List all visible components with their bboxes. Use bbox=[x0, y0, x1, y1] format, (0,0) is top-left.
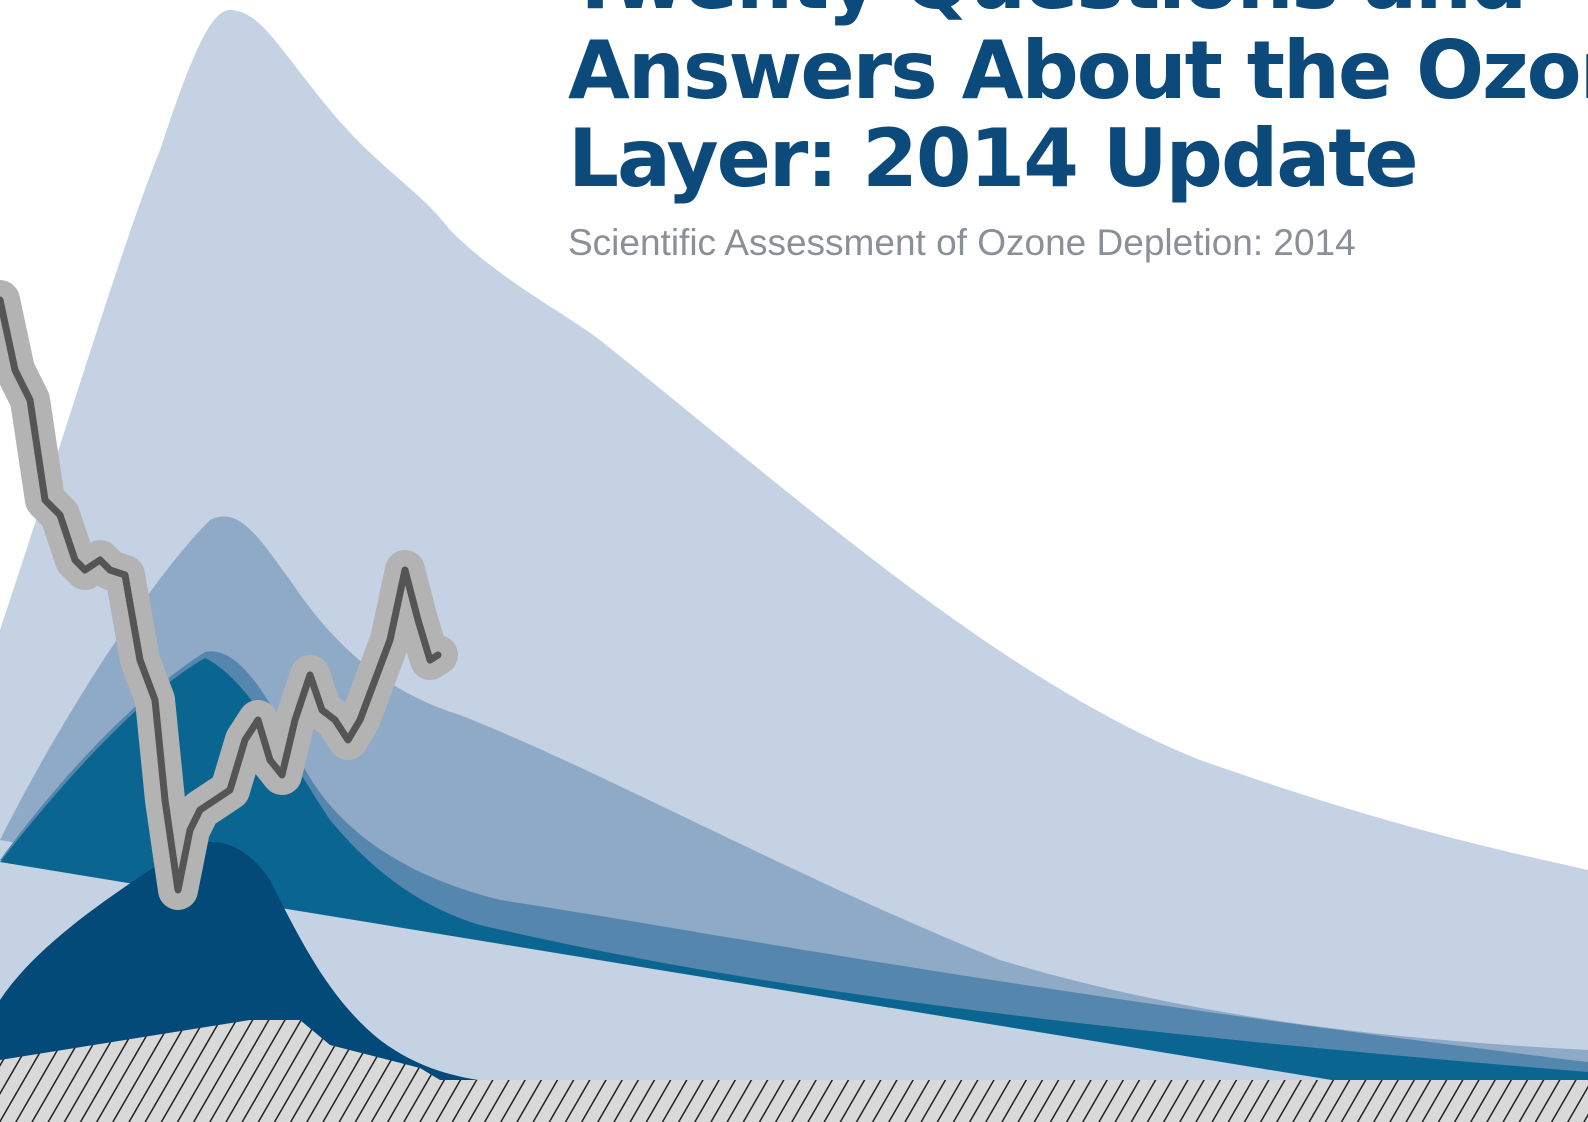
subtitle: Scientific Assessment of Ozone Depletion… bbox=[568, 222, 1356, 263]
title-line: Layer: 2014 Update bbox=[568, 112, 1417, 205]
hatched-area bbox=[0, 1020, 1588, 1122]
area-dark bbox=[0, 841, 1588, 1122]
trend-line bbox=[0, 296, 442, 894]
title-line: Twenty Questions and bbox=[568, 0, 1525, 27]
title-line: Answers About the Ozone bbox=[568, 24, 1588, 117]
